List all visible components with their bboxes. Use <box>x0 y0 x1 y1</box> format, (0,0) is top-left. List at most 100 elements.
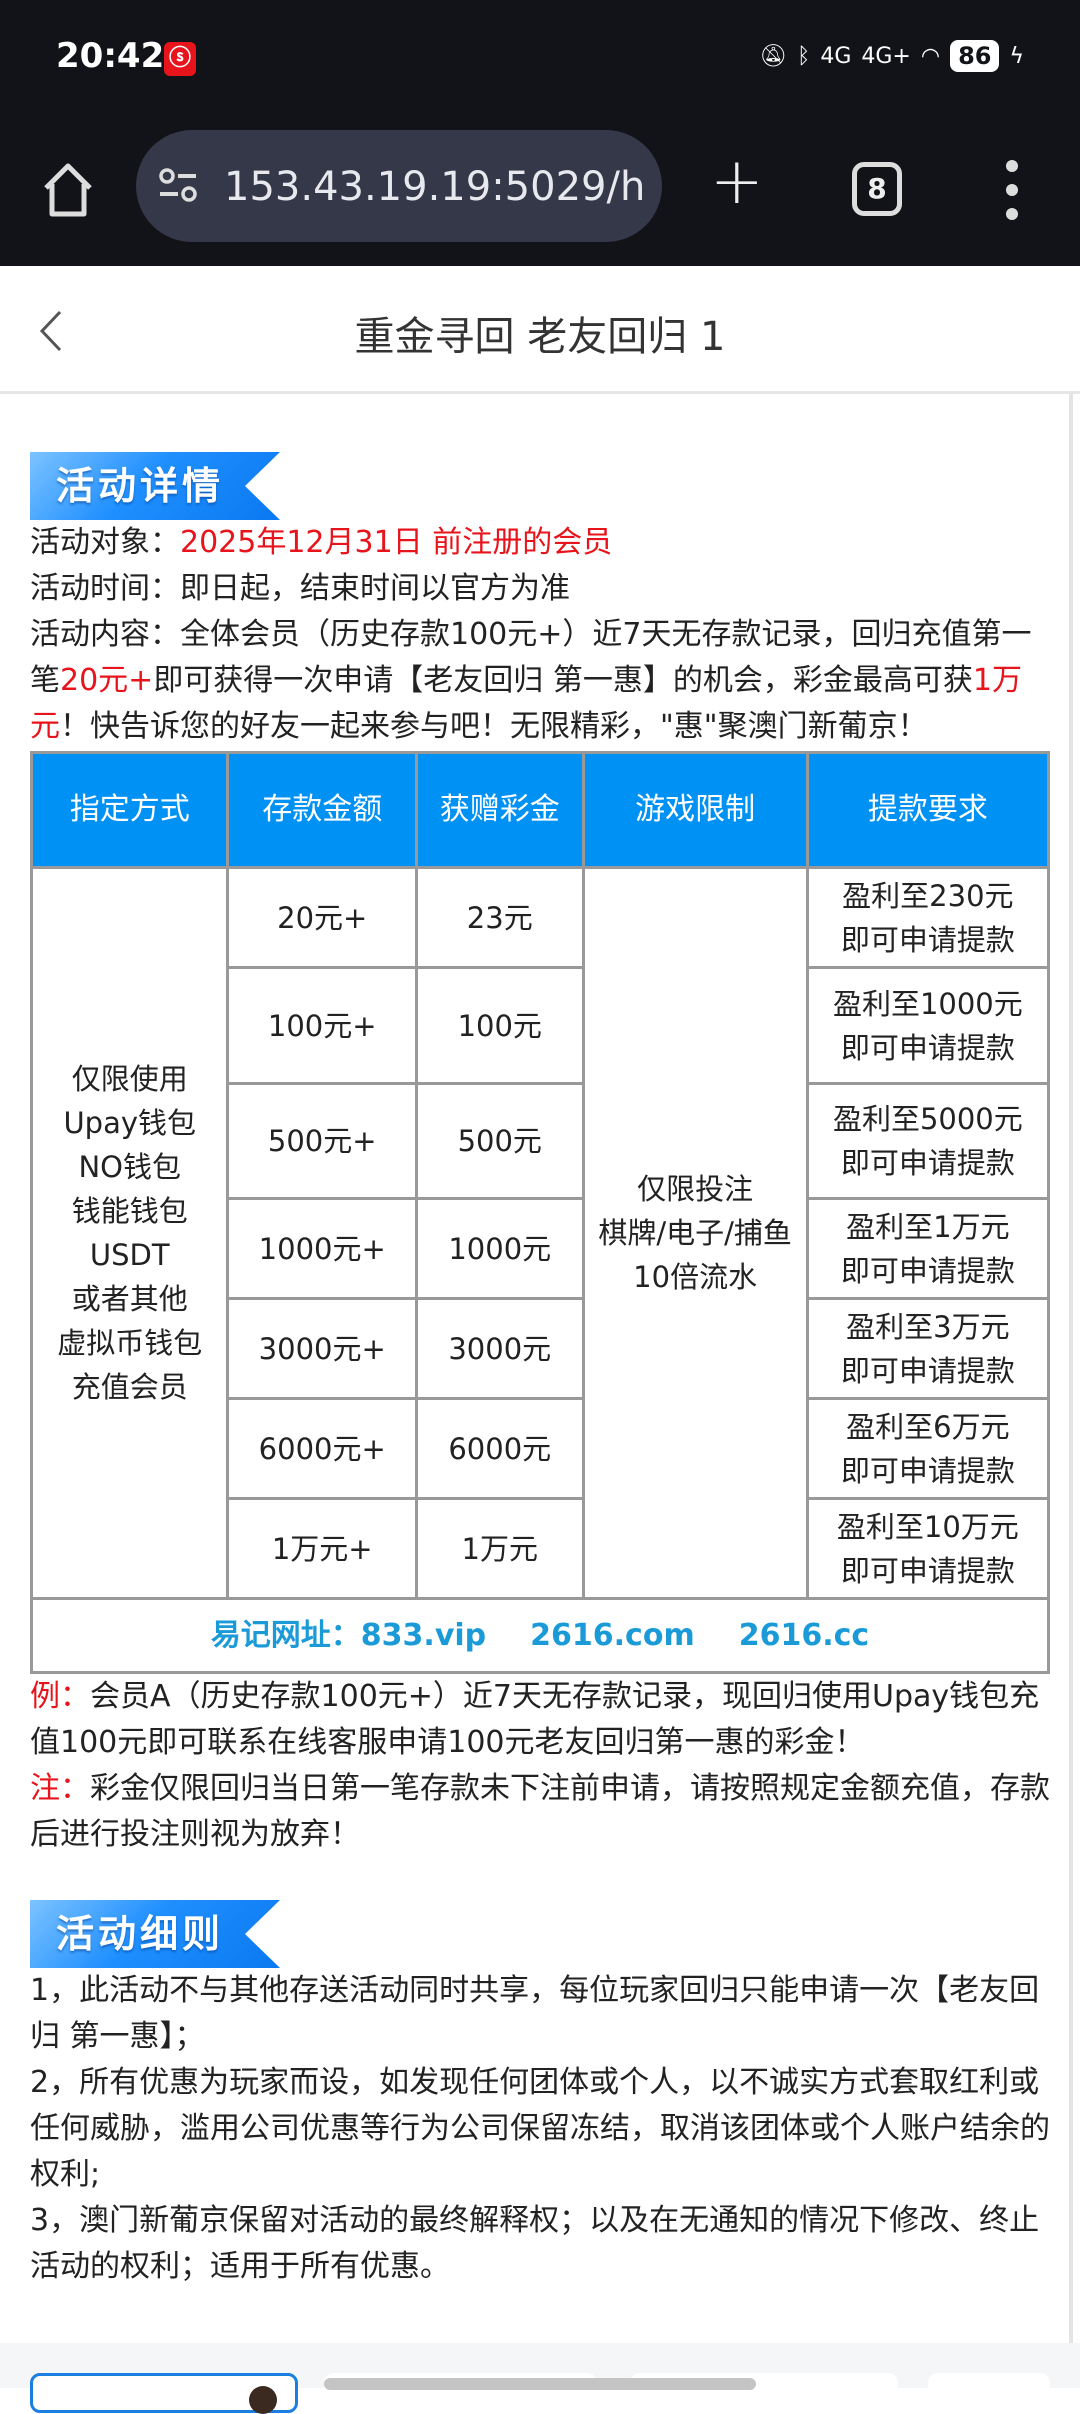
bonus-cell: 3000元 <box>414 1297 585 1400</box>
withdraw-line: 盈利至3万元 <box>846 1309 1010 1344</box>
game-limit-line: 仅限投注 <box>637 1172 754 1206</box>
column-header: 存款金额 <box>226 751 418 869</box>
method-line: NO钱包 <box>78 1150 181 1184</box>
withdraw-cell: 盈利至230元 即可申请提款 <box>805 866 1051 969</box>
status-bar: 20:42 ⓢ 🔕︎ ᛒ 4G 4G+ ◠ 86 ϟ 153.43.19.19:… <box>0 0 1080 266</box>
table-row: 1万元+ 1万元 盈利至10万元 即可申请提款 <box>32 1497 1051 1600</box>
withdraw-line: 即可申请提款 <box>840 1453 1015 1488</box>
withdraw-line: 即可申请提款 <box>840 1253 1015 1288</box>
method-line: Upay钱包 <box>63 1106 197 1140</box>
withdraw-line: 即可申请提款 <box>840 1146 1015 1180</box>
promo-table: 指定方式 存款金额 获赠彩金 游戏限制 提款要求 仅限使用 Upay钱包 NO钱… <box>29 751 1051 1674</box>
back-icon[interactable] <box>30 306 70 356</box>
carousel-scrollbar[interactable] <box>324 2378 756 2390</box>
column-header: 提款要求 <box>805 751 1051 869</box>
column-header: 游戏限制 <box>581 751 809 869</box>
more-menu-icon[interactable] <box>1000 160 1024 224</box>
method-line: 仅限使用 <box>71 1062 188 1096</box>
rule-item: 3，澳门新葡京保留对活动的最终解释权；以及在无通知的情况下修改、终止活动的权利；… <box>30 2203 1040 2284</box>
withdraw-line: 即可申请提款 <box>840 922 1015 957</box>
deposit-cell: 1万元+ <box>226 1497 418 1600</box>
method-line: USDT <box>89 1238 170 1272</box>
example-text: 会员A（历史存款100元+）近7天无存款记录，现回归使用Upay钱包充值100元… <box>30 1679 1040 1760</box>
table-row: 6000元+ 6000元 盈利至6万元 即可申请提款 <box>32 1397 1051 1500</box>
rules-banner: 活动细则 <box>30 1900 280 1968</box>
withdraw-line: 盈利至1000元 <box>832 986 1023 1021</box>
avatar <box>249 2386 277 2414</box>
new-tab-icon[interactable]: + <box>710 145 764 219</box>
method-line: 虚拟币钱包 <box>57 1326 203 1360</box>
clock: 20:42 <box>56 36 165 76</box>
charging-icon: ϟ <box>1009 43 1024 69</box>
mute-bell-icon: 🔕︎ <box>759 43 788 69</box>
table-header-row: 指定方式 存款金额 获赠彩金 游戏限制 提款要求 <box>29 751 1051 869</box>
promo-card[interactable] <box>928 2373 1050 2413</box>
deposit-cell: 1000元+ <box>226 1197 418 1300</box>
method-line: 充值会员 <box>71 1370 188 1404</box>
bottom-promo-carousel[interactable] <box>0 2343 1080 2414</box>
deposit-cell: 100元+ <box>226 966 418 1085</box>
table-row: 1000元+ 1000元 盈利至1万元 即可申请提款 <box>32 1197 1051 1300</box>
website-label: 易记网址：833.vip <box>210 1617 487 1653</box>
details-text: 活动对象：2025年12月31日 前注册的会员 活动时间：即日起，结束时间以官方… <box>30 520 1052 750</box>
rule-item: 2，所有优惠为玩家而设，如发现任何团体或个人，以不诚实方式套取红利或任何威胁，滥… <box>30 2065 1050 2192</box>
details-banner: 活动详情 <box>30 452 280 520</box>
column-header: 获赠彩金 <box>414 751 585 869</box>
withdraw-line: 盈利至6万元 <box>846 1409 1010 1444</box>
time-line: 活动时间：即日起，结束时间以官方为准 <box>30 571 570 606</box>
bluetooth-icon: ᛒ <box>797 43 811 69</box>
scrollbar[interactable] <box>1069 394 1073 2344</box>
game-limit-line: 10倍流水 <box>633 1260 758 1294</box>
wifi-icon: ◠ <box>920 43 941 69</box>
withdraw-cell: 盈利至6万元 即可申请提款 <box>805 1397 1051 1500</box>
withdraw-cell: 盈利至1000元 即可申请提款 <box>805 966 1051 1085</box>
content-highlight: 1万元 <box>30 663 1022 744</box>
table-row: 100元+ 100元 盈利至1000元 即可申请提款 <box>32 966 1051 1085</box>
note-label: 注： <box>30 1771 90 1806</box>
promo-content: 活动详情 活动对象：2025年12月31日 前注册的会员 活动时间：即日起，结束… <box>29 452 1052 2290</box>
promo-card-selected[interactable] <box>30 2373 298 2414</box>
example-note: 例：会员A（历史存款100元+）近7天无存款记录，现回归使用Upay钱包充值10… <box>30 1674 1052 1766</box>
table-row: 3000元+ 3000元 盈利至3万元 即可申请提款 <box>32 1297 1051 1400</box>
website-link: 2616.cc <box>738 1617 870 1653</box>
page-header: 重金寻回 老友回归 1 <box>0 266 1080 394</box>
table-footer-row: 易记网址：833.vip 2616.com 2616.cc <box>30 1597 1050 1674</box>
page-title: 重金寻回 老友回归 1 <box>354 314 726 360</box>
withdraw-line: 盈利至1万元 <box>846 1209 1010 1244</box>
game-limit-cell: 仅限投注 棋牌/电子/捕鱼 10倍流水 <box>581 866 809 1600</box>
table-row: 仅限使用 Upay钱包 NO钱包 钱能钱包 USDT 或者其他 虚拟币钱包 充值… <box>29 866 1051 1600</box>
site-settings-icon[interactable] <box>158 168 198 204</box>
url-text[interactable]: 153.43.19.19:5029/ho <box>224 164 644 210</box>
withdraw-line: 即可申请提款 <box>840 1553 1015 1588</box>
withdraw-line: 即可申请提款 <box>840 1353 1015 1388</box>
content-highlight: 20元+ <box>60 663 154 698</box>
target-line: 活动对象：2025年12月31日 前注册的会员 <box>30 520 1052 566</box>
method-line: 或者其他 <box>71 1282 188 1316</box>
url-bar[interactable]: 153.43.19.19:5029/ho <box>136 130 662 242</box>
bonus-cell: 23元 <box>414 866 585 969</box>
deposit-cell: 3000元+ <box>226 1297 418 1400</box>
signal-4g-plus-icon: 4G+ <box>861 43 911 69</box>
bonus-cell: 1000元 <box>414 1197 585 1300</box>
rules-list: 1，此活动不与其他存送活动同时共享，每位玩家回归只能申请一次【老友回归 第一惠】… <box>30 1968 1052 2290</box>
content-line: 活动内容：全体会员（历史存款100元+）近7天无存款记录，回归充值第一笔20元+… <box>30 612 1052 750</box>
withdraw-cell: 盈利至5000元 即可申请提款 <box>805 1082 1051 1200</box>
deposit-cell: 6000元+ <box>226 1397 418 1500</box>
website-link: 2616.com <box>530 1617 695 1653</box>
tab-switcher-button[interactable]: 8 <box>852 162 902 216</box>
rule-item: 1，此活动不与其他存送活动同时共享，每位玩家回归只能申请一次【老友回归 第一惠】… <box>30 1973 1040 2054</box>
bonus-cell: 1万元 <box>414 1497 585 1600</box>
table-row: 500元+ 500元 盈利至5000元 即可申请提款 <box>32 1082 1051 1200</box>
content-text: 即可获得一次申请【老友回归 第一惠】的机会，彩金最高可获 <box>153 663 973 698</box>
deposit-cell: 20元+ <box>226 866 418 969</box>
method-cell: 仅限使用 Upay钱包 NO钱包 钱能钱包 USDT 或者其他 虚拟币钱包 充值… <box>29 866 230 1600</box>
signal-4g-icon: 4G <box>820 43 852 69</box>
example-label: 例： <box>30 1679 90 1714</box>
website-cell: 易记网址：833.vip 2616.com 2616.cc <box>30 1597 1050 1674</box>
target-value: 2025年12月31日 前注册的会员 <box>180 525 613 560</box>
withdraw-line: 盈利至230元 <box>842 878 1014 913</box>
netease-music-icon: ⓢ <box>164 42 196 76</box>
important-note: 注：彩金仅限回归当日第一笔存款未下注前申请，请按照规定金额充值，存款后进行投注则… <box>30 1766 1052 1858</box>
home-icon[interactable] <box>40 160 96 220</box>
bonus-cell: 500元 <box>414 1082 585 1200</box>
